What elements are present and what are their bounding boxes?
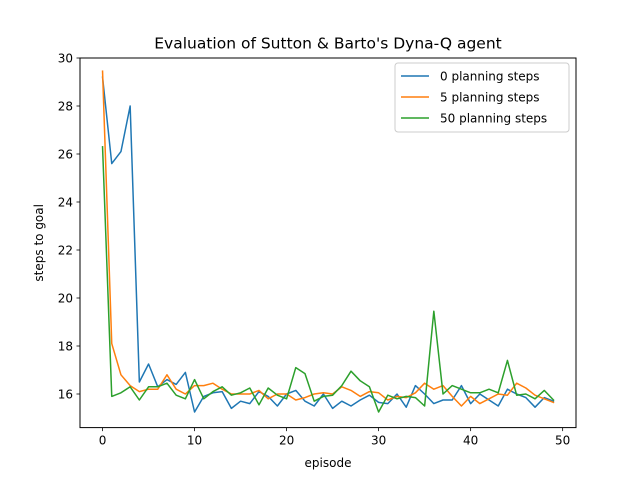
legend-label-0: 0 planning steps — [440, 69, 540, 83]
x-tick-label: 0 — [99, 434, 107, 448]
legend: 0 planning steps 5 planning steps 50 plann… — [394, 62, 570, 133]
ticks-group: 0 10 20 30 40 50 16 18 20 22 24 26 28 30 — [58, 51, 571, 447]
x-tick-label: 20 — [279, 434, 294, 448]
series-group — [101, 70, 555, 413]
y-tick-label: 20 — [58, 291, 73, 305]
x-tick-label: 10 — [187, 434, 202, 448]
chart-title: Evaluation of Sutton & Barto's Dyna-Q ag… — [154, 35, 501, 53]
y-tick-label: 22 — [58, 243, 73, 257]
series-line-1 — [101, 70, 555, 407]
x-tick-label: 40 — [463, 434, 478, 448]
series-line-0 — [101, 76, 555, 413]
x-tick-label: 30 — [371, 434, 386, 448]
legend-label-2: 50 planning steps — [440, 111, 547, 125]
x-tick-label: 50 — [555, 434, 570, 448]
y-tick-label: 16 — [58, 387, 73, 401]
y-tick-label: 30 — [58, 51, 73, 65]
plot-frame — [79, 57, 577, 429]
y-tick-label: 28 — [58, 99, 73, 113]
y-tick-label: 26 — [58, 147, 73, 161]
legend-label-1: 5 planning steps — [440, 90, 540, 104]
series-line-2 — [101, 146, 555, 413]
legend-box — [394, 62, 570, 133]
y-tick-label: 24 — [58, 195, 73, 209]
y-axis-label: steps to goal — [32, 204, 46, 282]
y-tick-label: 18 — [58, 339, 73, 353]
x-axis-label: episode — [305, 456, 352, 470]
